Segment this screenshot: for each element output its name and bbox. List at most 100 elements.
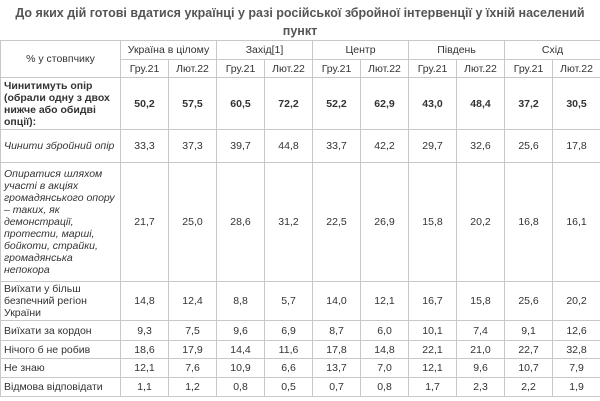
table-row: Виїхати за кордон 9,3 7,5 9,6 6,9 8,7 6,0 10,1 7…: [0, 320, 600, 341]
cell-value: 33,3: [120, 129, 169, 163]
cell-value: 9,3: [120, 320, 169, 341]
subheader-row: Гру.21 Лют.22 Гру.21 Лют.22 Гру.21 Лют.22 Гру.…: [1, 59, 600, 78]
cell-value: 17,8: [312, 340, 362, 359]
cell-value: 14,4: [216, 340, 265, 359]
cell-value: 32,8: [552, 340, 600, 359]
cell-value: 30,5: [552, 77, 600, 130]
table-row: Чинитимуть опір (обрали одну з двох нижч…: [0, 77, 600, 130]
table-row: Чинити збройний опір 33,3 37,3 39,7 44,8 33,7…: [0, 129, 600, 163]
cell-value: 10,7: [504, 358, 554, 378]
row-label: Опиратися шляхом участі в акціях громадя…: [0, 162, 121, 282]
cell-value: 37,2: [504, 77, 554, 130]
cell-value: 1,1: [120, 377, 169, 397]
cell-value: 10,9: [216, 358, 265, 378]
cell-value: 5,7: [263, 281, 314, 321]
subheader: Лют.22: [263, 59, 314, 78]
table-row: Опиратися шляхом участі в акціях громадя…: [0, 162, 600, 282]
cell-value: 1,2: [168, 377, 217, 397]
cell-value: 15,8: [456, 281, 506, 321]
cell-value: 16,7: [408, 281, 458, 321]
row-label: Чинити збройний опір: [0, 129, 121, 163]
cell-value: 7,5: [168, 320, 217, 341]
subheader: Гру.21: [408, 59, 458, 78]
cell-value: 0,8: [360, 377, 410, 397]
subheader: Гру.21: [504, 59, 554, 78]
cell-value: 17,8: [552, 129, 600, 163]
cell-value: 14,8: [120, 281, 169, 321]
cell-value: 60,5: [216, 77, 265, 130]
cell-value: 12,1: [120, 358, 169, 378]
cell-value: 16,1: [552, 162, 600, 282]
row-label: Відмова відповідати: [0, 377, 121, 397]
cell-value: 15,8: [408, 162, 458, 282]
group-header: Центр: [312, 40, 410, 60]
group-header: Схід: [504, 40, 600, 60]
cell-value: 0,5: [263, 377, 314, 397]
cell-value: 7,0: [360, 358, 410, 378]
cell-value: 22,1: [408, 340, 458, 359]
cell-value: 12,1: [408, 358, 458, 378]
cell-value: 2,2: [504, 377, 554, 397]
cell-value: 29,7: [408, 129, 458, 163]
cell-value: 1,7: [408, 377, 458, 397]
subheader: Лют.22: [168, 59, 217, 78]
cell-value: 28,6: [216, 162, 265, 282]
cell-value: 0,8: [216, 377, 265, 397]
cell-value: 12,6: [552, 320, 600, 341]
cell-value: 50,2: [120, 77, 169, 130]
cell-value: 8,8: [216, 281, 265, 321]
cell-value: 37,3: [168, 129, 217, 163]
subheader: Гру.21: [216, 59, 265, 78]
cell-value: 12,1: [360, 281, 410, 321]
cell-value: 25,6: [504, 281, 554, 321]
group-header: Україна в цілому: [120, 40, 217, 60]
group-header: Захід[1]: [215, 40, 314, 60]
cell-value: 21,0: [456, 340, 506, 359]
cell-value: 39,7: [216, 129, 265, 163]
cell-value: 21,7: [120, 162, 169, 282]
cell-value: 14,8: [360, 340, 410, 359]
row-label: Виїхати у більш безпечний регіон України: [0, 281, 121, 321]
cell-value: 9,1: [504, 320, 554, 341]
cell-value: 2,3: [456, 377, 506, 397]
subheader: Гру.21: [312, 59, 362, 78]
cell-value: 43,0: [408, 77, 458, 130]
cell-value: 22,5: [312, 162, 362, 282]
cell-value: 57,5: [168, 77, 217, 130]
cell-value: 22,7: [504, 340, 554, 359]
corner-header: % у стовпчику: [0, 40, 121, 78]
cell-value: 26,9: [360, 162, 410, 282]
cell-value: 9,6: [456, 358, 506, 378]
row-label: Виїхати за кордон: [0, 320, 121, 341]
cell-value: 11,6: [263, 340, 314, 359]
cell-value: 42,2: [360, 129, 410, 163]
subheader: Лют.22: [456, 59, 506, 78]
cell-value: 9,6: [216, 320, 265, 341]
cell-value: 12,4: [168, 281, 217, 321]
cell-value: 72,2: [263, 77, 314, 130]
cell-value: 1,9: [552, 377, 600, 397]
cell-value: 6,9: [263, 320, 314, 341]
cell-value: 7,4: [456, 320, 506, 341]
cell-value: 17,9: [168, 340, 217, 359]
table-row: Не знаю 12,1 7,6 10,9 6,6 13,7 7,0 12,1 9,6 10,7 7…: [0, 358, 600, 378]
cell-value: 13,7: [312, 358, 362, 378]
cell-value: 0,7: [312, 377, 362, 397]
row-label: Не знаю: [0, 358, 121, 378]
subheader: Лют.22: [552, 59, 600, 78]
cell-value: 33,7: [312, 129, 362, 163]
cell-value: 20,2: [456, 162, 506, 282]
table-row: Нічого б не робив 18,6 17,9 14,4 11,6 17,8 14,…: [0, 340, 600, 359]
header-row: % у стовпчику Україна в цілому Захід[1] Цен…: [0, 40, 600, 78]
cell-value: 52,2: [312, 77, 362, 130]
subheader: Гру.21: [120, 59, 169, 78]
subheader: Лют.22: [360, 59, 410, 78]
cell-value: 44,8: [263, 129, 314, 163]
cell-value: 25,0: [168, 162, 217, 282]
cell-value: 6,0: [360, 320, 410, 341]
title: До яких дій готові вдатися українці у ра…: [15, 6, 585, 38]
cell-value: 7,9: [552, 358, 600, 378]
cell-value: 8,7: [312, 320, 362, 341]
table-row: Відмова відповідати 1,1 1,2 0,8 0,5 0,7 0,8 1,7…: [0, 377, 600, 397]
